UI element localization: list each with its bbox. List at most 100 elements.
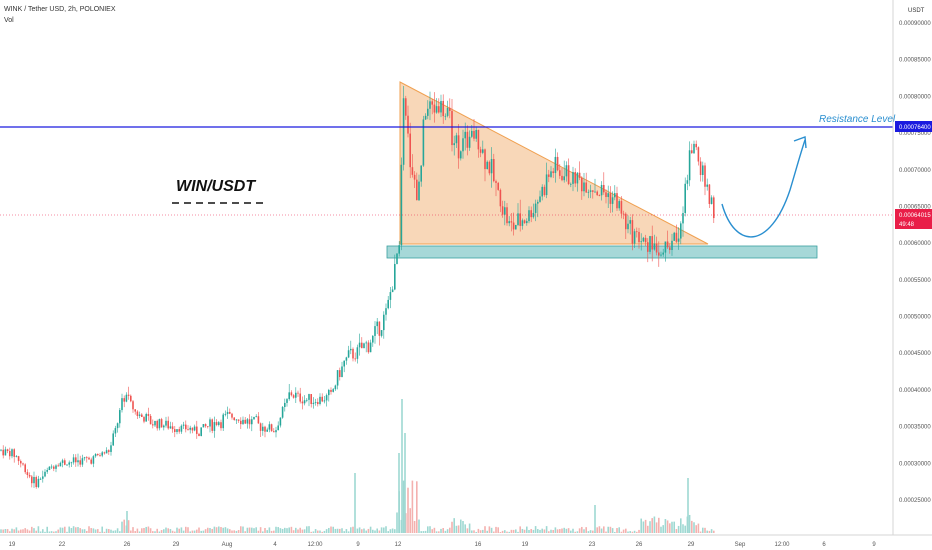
candle-body: [33, 477, 35, 484]
volume-bar: [638, 529, 640, 533]
candle-body: [640, 241, 642, 243]
price-tick-label: 0.00065000: [899, 204, 931, 210]
last-price-badge: [895, 209, 932, 229]
candle-body: [310, 394, 312, 405]
candle-body: [603, 184, 605, 193]
volume-bar: [545, 526, 548, 533]
volume-bar: [479, 530, 482, 533]
volume-bar: [11, 528, 13, 533]
volume-bar: [165, 527, 167, 533]
price-tick-label: 0.00025000: [899, 498, 931, 504]
volume-bar: [574, 531, 576, 533]
candle-body: [235, 419, 238, 421]
candle-body: [402, 98, 405, 165]
volume-bar: [240, 526, 242, 533]
candle-body: [435, 106, 438, 113]
candle-body: [55, 465, 57, 469]
volume-bar: [365, 530, 367, 533]
volume-bar: [422, 531, 425, 533]
candle-body: [17, 456, 20, 462]
volume-bar: [592, 530, 594, 533]
candle-body: [380, 330, 383, 336]
volume-bar: [132, 527, 134, 533]
price-tick-label: 0.00035000: [899, 425, 931, 431]
candle-body: [352, 348, 354, 359]
volume-bar: [460, 519, 462, 533]
volume-bar: [394, 529, 396, 533]
candle-body: [495, 181, 497, 183]
volume-bar: [259, 527, 262, 533]
volume-bar: [543, 529, 546, 533]
volume-bar: [550, 529, 552, 533]
volume-bar: [314, 529, 317, 533]
volume-bar: [616, 528, 618, 533]
volume-bar: [484, 526, 486, 533]
candle-body: [134, 409, 136, 412]
time-tick-label: 19: [522, 542, 529, 548]
candle-body: [695, 143, 697, 148]
volume-bar: [473, 530, 475, 533]
candle-body: [411, 167, 414, 175]
volume-bar: [424, 530, 427, 533]
candle-body: [90, 459, 92, 464]
candle-body: [336, 370, 339, 386]
volume-bar: [673, 521, 675, 533]
volume-bar: [253, 528, 255, 533]
volume-bar: [13, 529, 15, 533]
volume-bar: [266, 530, 268, 533]
candle-body: [420, 165, 422, 182]
candle-body: [204, 424, 207, 427]
candle-body: [611, 197, 614, 204]
volume-bar: [697, 523, 700, 533]
candle-body: [574, 172, 576, 184]
candle-body: [257, 416, 260, 424]
candle-body: [288, 392, 290, 400]
price-axis[interactable]: 0.00090000 0.00085000 0.00080000 0.00075000…: [899, 21, 931, 504]
candle-body: [156, 420, 158, 429]
volume-bar: [286, 528, 288, 533]
candle-body: [103, 452, 106, 454]
volume-bar: [442, 528, 444, 533]
candle-body: [94, 453, 97, 457]
candle-body: [433, 104, 436, 113]
volume-bar: [633, 530, 636, 533]
candle-body: [519, 213, 521, 226]
volume-bar: [270, 530, 273, 533]
candle-body: [361, 342, 363, 349]
candle-body: [339, 370, 341, 377]
candle-body: [512, 222, 515, 230]
volume-bar: [35, 530, 37, 533]
volume-bar: [191, 530, 194, 533]
volume-bar: [515, 529, 517, 533]
volume-bar: [440, 528, 442, 533]
candle-body: [400, 164, 403, 246]
candle-body: [662, 252, 664, 255]
price-tick-label: 0.00040000: [899, 388, 931, 394]
candle-body: [424, 115, 427, 120]
candle-body: [37, 478, 40, 488]
candle-body: [50, 466, 53, 468]
volume-bar: [356, 528, 359, 533]
volume-bar: [684, 525, 686, 533]
volume-bar: [411, 480, 414, 533]
volume-bar: [596, 527, 598, 533]
volume-bar: [79, 528, 81, 533]
volume-bar: [548, 531, 550, 533]
volume-bar: [510, 529, 513, 533]
candle-body: [211, 419, 213, 431]
candle-body: [449, 107, 451, 111]
time-tick-label: Aug: [222, 542, 233, 548]
candle-body: [688, 150, 691, 181]
volume-bar: [660, 526, 662, 533]
candle-body: [116, 423, 119, 429]
volume-bar: [369, 526, 372, 533]
volume-bar: [609, 526, 612, 533]
candle-body: [119, 410, 121, 424]
candle-body: [88, 457, 90, 460]
time-axis[interactable]: 19 22 26 29 Aug 4 12:00 9 12 16 19 23 26 29 Sep 12:00 6 9: [9, 542, 877, 548]
volume-bar: [563, 527, 565, 533]
volume-bar: [154, 531, 156, 533]
candle-body: [141, 414, 143, 418]
volume-bar: [691, 520, 693, 533]
